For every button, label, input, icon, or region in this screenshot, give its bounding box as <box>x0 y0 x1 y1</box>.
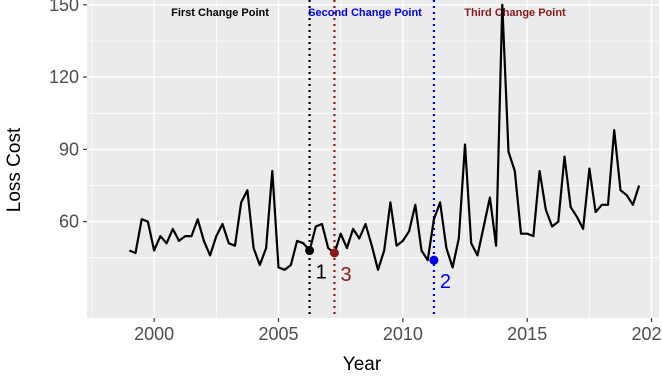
x-tick-label: 2010 <box>383 324 423 344</box>
y-axis-title: Loss Cost <box>4 127 25 212</box>
x-tick-label: 2000 <box>134 324 174 344</box>
x-tick-label: 2020 <box>632 324 662 344</box>
change-point-label-2: 2 <box>440 271 451 293</box>
y-tick-label: 120 <box>49 67 79 87</box>
y-axis: 60 90 120 150 <box>49 0 87 232</box>
change-point-marker-1 <box>305 246 315 256</box>
y-tick-label: 60 <box>59 212 79 232</box>
loss-cost-line <box>128 3 641 271</box>
change-point-title-1: First Change Point <box>171 7 269 19</box>
change-point-title-3: Third Change Point <box>464 7 566 19</box>
change-point-title-2: Second Change Point <box>308 7 422 19</box>
x-tick-label: 2005 <box>258 324 298 344</box>
x-axis-title: Year <box>343 354 382 375</box>
y-tick-label: 150 <box>49 0 79 15</box>
panel-background <box>87 0 659 318</box>
change-point-label-3: 3 <box>340 264 351 286</box>
change-point-marker-2 <box>429 255 439 265</box>
change-point-label-1: 1 <box>316 262 327 284</box>
y-tick-label: 90 <box>59 139 79 159</box>
change-point-marker-3 <box>329 248 339 258</box>
change-point-lines: First Change Point Third Change Point Seco… <box>171 0 566 318</box>
grid <box>87 0 659 318</box>
x-tick-label: 2015 <box>507 324 547 344</box>
x-axis: 2000 2005 2010 2015 2020 <box>134 318 662 344</box>
